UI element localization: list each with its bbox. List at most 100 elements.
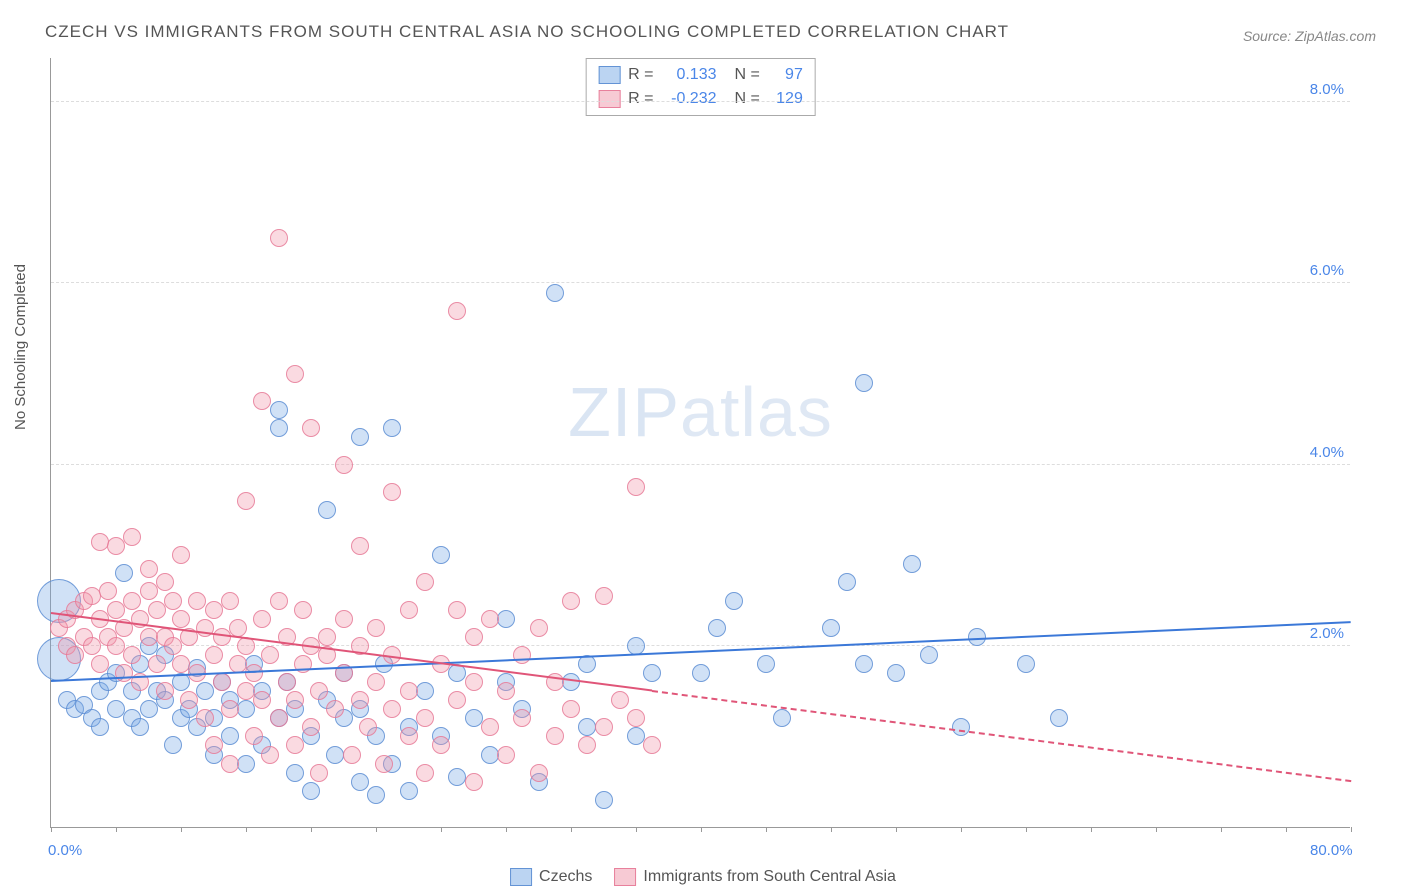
data-point bbox=[416, 682, 434, 700]
data-point bbox=[261, 646, 279, 664]
data-point bbox=[822, 619, 840, 637]
x-axis-label: 80.0% bbox=[1310, 842, 1353, 859]
x-tick bbox=[441, 827, 442, 832]
data-point bbox=[253, 392, 271, 410]
x-tick bbox=[1221, 827, 1222, 832]
x-tick bbox=[961, 827, 962, 832]
data-point bbox=[205, 736, 223, 754]
data-point bbox=[359, 718, 377, 736]
data-point bbox=[205, 601, 223, 619]
data-point bbox=[838, 573, 856, 591]
legend-label: Immigrants from South Central Asia bbox=[643, 868, 896, 886]
data-point bbox=[213, 673, 231, 691]
data-point bbox=[627, 637, 645, 655]
data-point bbox=[432, 546, 450, 564]
data-point bbox=[140, 700, 158, 718]
gridline bbox=[51, 101, 1350, 102]
y-tick-label: 6.0% bbox=[1310, 262, 1344, 279]
stats-row: R =-0.232N =129 bbox=[598, 87, 803, 111]
data-point bbox=[562, 592, 580, 610]
data-point bbox=[164, 736, 182, 754]
data-point bbox=[351, 428, 369, 446]
data-point bbox=[513, 709, 531, 727]
data-point bbox=[196, 709, 214, 727]
data-point bbox=[123, 592, 141, 610]
data-point bbox=[221, 700, 239, 718]
data-point bbox=[318, 501, 336, 519]
data-point bbox=[237, 492, 255, 510]
data-point bbox=[595, 718, 613, 736]
data-point bbox=[546, 727, 564, 745]
x-tick bbox=[1091, 827, 1092, 832]
data-point bbox=[335, 610, 353, 628]
data-point bbox=[773, 709, 791, 727]
data-point bbox=[221, 755, 239, 773]
data-point bbox=[708, 619, 726, 637]
data-point bbox=[375, 755, 393, 773]
data-point bbox=[497, 746, 515, 764]
data-point bbox=[335, 456, 353, 474]
data-point bbox=[416, 709, 434, 727]
data-point bbox=[448, 768, 466, 786]
data-point bbox=[416, 573, 434, 591]
y-tick-label: 2.0% bbox=[1310, 625, 1344, 642]
x-tick bbox=[636, 827, 637, 832]
data-point bbox=[196, 682, 214, 700]
stats-row: R =0.133N =97 bbox=[598, 63, 803, 87]
data-point bbox=[180, 691, 198, 709]
data-point bbox=[91, 655, 109, 673]
data-point bbox=[448, 601, 466, 619]
n-value: 129 bbox=[768, 87, 803, 111]
data-point bbox=[530, 764, 548, 782]
data-point bbox=[294, 601, 312, 619]
series-legend: Czechs Immigrants from South Central Asia bbox=[510, 868, 896, 886]
data-point bbox=[286, 736, 304, 754]
x-tick bbox=[1156, 827, 1157, 832]
data-point bbox=[164, 637, 182, 655]
data-point bbox=[383, 419, 401, 437]
data-point bbox=[692, 664, 710, 682]
data-point bbox=[270, 709, 288, 727]
data-point bbox=[261, 746, 279, 764]
x-tick bbox=[1351, 827, 1352, 832]
data-point bbox=[448, 302, 466, 320]
data-point bbox=[920, 646, 938, 664]
data-point bbox=[465, 673, 483, 691]
data-point bbox=[416, 764, 434, 782]
data-point bbox=[383, 700, 401, 718]
data-point bbox=[270, 401, 288, 419]
y-tick-label: 4.0% bbox=[1310, 444, 1344, 461]
x-tick bbox=[506, 827, 507, 832]
data-point bbox=[245, 727, 263, 745]
x-tick bbox=[311, 827, 312, 832]
x-tick bbox=[376, 827, 377, 832]
data-point bbox=[855, 655, 873, 673]
data-point bbox=[286, 691, 304, 709]
r-value: -0.232 bbox=[662, 87, 717, 111]
data-point bbox=[270, 419, 288, 437]
x-tick bbox=[181, 827, 182, 832]
data-point bbox=[343, 746, 361, 764]
data-point bbox=[351, 537, 369, 555]
x-tick bbox=[766, 827, 767, 832]
data-point bbox=[123, 646, 141, 664]
x-tick bbox=[51, 827, 52, 832]
data-point bbox=[99, 582, 117, 600]
data-point bbox=[757, 655, 775, 673]
chart-title: CZECH VS IMMIGRANTS FROM SOUTH CENTRAL A… bbox=[45, 22, 1009, 42]
data-point bbox=[302, 419, 320, 437]
data-point bbox=[351, 691, 369, 709]
data-point bbox=[107, 537, 125, 555]
data-point bbox=[123, 528, 141, 546]
data-point bbox=[188, 592, 206, 610]
data-point bbox=[465, 773, 483, 791]
data-point bbox=[465, 709, 483, 727]
data-point bbox=[302, 718, 320, 736]
data-point bbox=[367, 619, 385, 637]
n-label: N = bbox=[735, 87, 760, 111]
data-point bbox=[1050, 709, 1068, 727]
x-tick bbox=[701, 827, 702, 832]
data-point bbox=[595, 587, 613, 605]
legend-item: Czechs bbox=[510, 868, 592, 886]
data-point bbox=[367, 786, 385, 804]
